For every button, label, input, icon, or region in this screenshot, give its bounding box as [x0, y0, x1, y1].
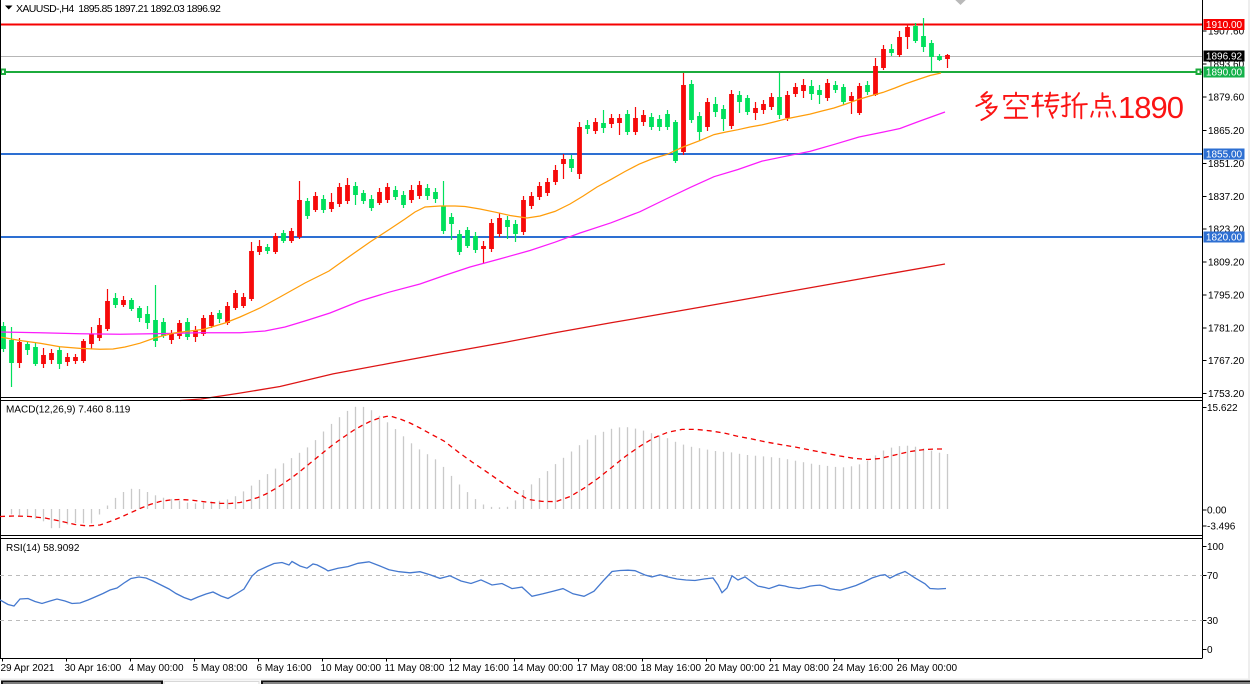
svg-text:18 May 16:00: 18 May 16:00 — [641, 663, 702, 674]
svg-text:12 May 16:00: 12 May 16:00 — [449, 663, 510, 674]
svg-text:15.622: 15.622 — [1207, 403, 1238, 414]
svg-text:RSI(14) 58.9092: RSI(14) 58.9092 — [6, 543, 80, 554]
svg-text:10 May 00:00: 10 May 00:00 — [321, 663, 382, 674]
svg-text:30: 30 — [1207, 616, 1219, 627]
svg-text:1893.60: 1893.60 — [1208, 59, 1245, 70]
svg-text:1753.20: 1753.20 — [1208, 389, 1245, 400]
svg-text:-3.496: -3.496 — [1207, 522, 1236, 533]
svg-text:1910.00: 1910.00 — [1206, 20, 1243, 31]
svg-text:24 May 16:00: 24 May 16:00 — [833, 663, 894, 674]
svg-text:1865.20: 1865.20 — [1208, 126, 1245, 137]
svg-text:0: 0 — [1207, 645, 1213, 656]
svg-text:70: 70 — [1207, 571, 1219, 582]
svg-text:30 Apr 16:00: 30 Apr 16:00 — [65, 663, 122, 674]
svg-text:1907.60: 1907.60 — [1208, 27, 1245, 38]
svg-text:17 May 08:00: 17 May 08:00 — [577, 663, 638, 674]
svg-text:1795.20: 1795.20 — [1208, 291, 1245, 302]
svg-text:1820.00: 1820.00 — [1206, 233, 1243, 244]
svg-text:MACD(12,26,9) 7.460 8.119: MACD(12,26,9) 7.460 8.119 — [6, 405, 131, 416]
svg-text:26 May 00:00: 26 May 00:00 — [897, 663, 958, 674]
svg-text:1896.92: 1896.92 — [1206, 52, 1243, 63]
svg-text:1823.20: 1823.20 — [1208, 225, 1245, 236]
svg-text:100: 100 — [1207, 542, 1224, 553]
svg-text:1767.20: 1767.20 — [1208, 356, 1245, 367]
svg-text:20 May 00:00: 20 May 00:00 — [705, 663, 766, 674]
svg-text:6 May 16:00: 6 May 16:00 — [257, 663, 312, 674]
svg-text:1890.00: 1890.00 — [1206, 68, 1243, 79]
svg-text:1879.60: 1879.60 — [1208, 92, 1245, 103]
svg-text:1781.20: 1781.20 — [1208, 323, 1245, 334]
svg-text:1837.20: 1837.20 — [1208, 192, 1245, 203]
svg-text:1851.20: 1851.20 — [1208, 159, 1245, 170]
svg-text:21 May 08:00: 21 May 08:00 — [769, 663, 830, 674]
svg-text:11 May 08:00: 11 May 08:00 — [385, 663, 445, 674]
svg-text:1809.20: 1809.20 — [1208, 258, 1245, 269]
svg-text:29 Apr 2021: 29 Apr 2021 — [1, 663, 55, 674]
svg-text:5 May 08:00: 5 May 08:00 — [193, 663, 248, 674]
svg-text:0.00: 0.00 — [1207, 505, 1227, 516]
svg-text:1855.00: 1855.00 — [1206, 150, 1243, 161]
svg-text:1890: 1890 — [1118, 90, 1184, 125]
svg-text:14 May 00:00: 14 May 00:00 — [513, 663, 574, 674]
svg-text:XAUUSD-,H4 1895.85 1897.21 18: XAUUSD-,H4 1895.85 1897.21 1892.03 1896.… — [16, 3, 221, 15]
svg-text:4 May 00:00: 4 May 00:00 — [129, 663, 184, 674]
